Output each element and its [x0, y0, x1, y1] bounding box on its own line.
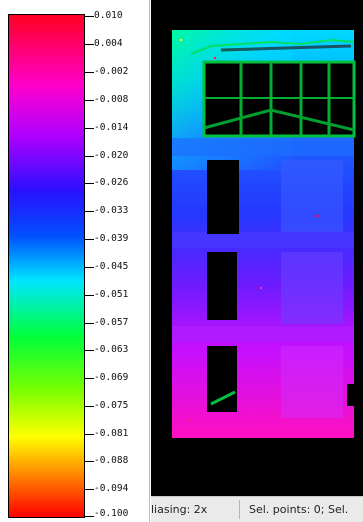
- scale-tick: [84, 100, 94, 101]
- window-left-lower: [207, 346, 237, 412]
- noise-speck: [259, 286, 263, 290]
- scale-tick-label: -0.002: [94, 66, 129, 77]
- scale-tick: [84, 461, 94, 462]
- scale-tick-label: -0.088: [94, 455, 129, 466]
- scale-tick-label: -0.057: [94, 317, 129, 328]
- scale-tick: [84, 72, 94, 73]
- window-left-upper: [207, 160, 239, 234]
- floor-band: [172, 138, 354, 156]
- scale-tick-label: 0.010: [94, 10, 123, 21]
- window-debris: [210, 390, 236, 406]
- floor-band: [172, 326, 354, 342]
- scale-tick: [84, 516, 94, 517]
- scale-tick-label: -0.100: [94, 508, 129, 519]
- scale-tick: [84, 406, 94, 407]
- panel-right-lower: [281, 346, 343, 418]
- scale-tick: [84, 16, 94, 17]
- scale-tick: [84, 156, 94, 157]
- scale-tick-label: -0.051: [94, 289, 129, 300]
- noise-speck: [213, 56, 217, 60]
- edge-gap: [347, 384, 357, 406]
- scale-tick-label: -0.033: [94, 205, 129, 216]
- scale-tick: [84, 267, 94, 268]
- panel-right-middle: [281, 252, 343, 324]
- scale-tick-label: -0.069: [94, 372, 129, 383]
- scale-tick: [84, 489, 94, 490]
- scale-tick-label: -0.063: [94, 344, 129, 355]
- scale-tick: [84, 295, 94, 296]
- scale-tick: [84, 239, 94, 240]
- scale-tick: [84, 44, 94, 45]
- scale-tick-label: -0.039: [94, 233, 129, 244]
- status-bar: liasing: 2x Sel. points: 0; Sel.: [151, 496, 363, 522]
- scale-tick-label: -0.008: [94, 94, 129, 105]
- color-scale-panel: 0.010 0.004 -0.002 -0.008 -0.014 -0.020 …: [0, 0, 150, 522]
- scale-tick: [84, 350, 94, 351]
- 3d-view-canvas[interactable]: [151, 0, 363, 496]
- noise-speck: [189, 418, 193, 422]
- panel-right-upper: [281, 160, 343, 232]
- scale-tick: [84, 211, 94, 212]
- selection-status: Sel. points: 0; Sel.: [249, 503, 349, 516]
- roof-railing: [190, 38, 355, 55]
- scale-tick-label: -0.075: [94, 400, 129, 411]
- point-cloud-render: [172, 30, 357, 438]
- noise-speck: [315, 214, 319, 218]
- scale-tick: [84, 323, 94, 324]
- scale-tick: [84, 434, 94, 435]
- scale-tick: [84, 128, 94, 129]
- scale-tick-label: -0.045: [94, 261, 129, 272]
- scale-tick-label: -0.020: [94, 150, 129, 161]
- status-separator: [239, 500, 240, 519]
- scale-tick-label: -0.094: [94, 483, 129, 494]
- scale-tick: [84, 378, 94, 379]
- noise-speck: [179, 38, 183, 42]
- color-scale-bar: [8, 14, 85, 518]
- scale-tick: [84, 183, 94, 184]
- scale-tick-label: -0.026: [94, 177, 129, 188]
- scale-tick-label: -0.014: [94, 122, 129, 133]
- antialiasing-status: liasing: 2x: [151, 503, 208, 516]
- floor-band: [172, 232, 354, 248]
- scale-tick-label: 0.004: [94, 38, 123, 49]
- window-left-middle: [207, 252, 237, 320]
- diagonal-brace: [203, 108, 355, 132]
- roof-railing-dark: [220, 44, 352, 52]
- scale-tick-label: -0.081: [94, 428, 129, 439]
